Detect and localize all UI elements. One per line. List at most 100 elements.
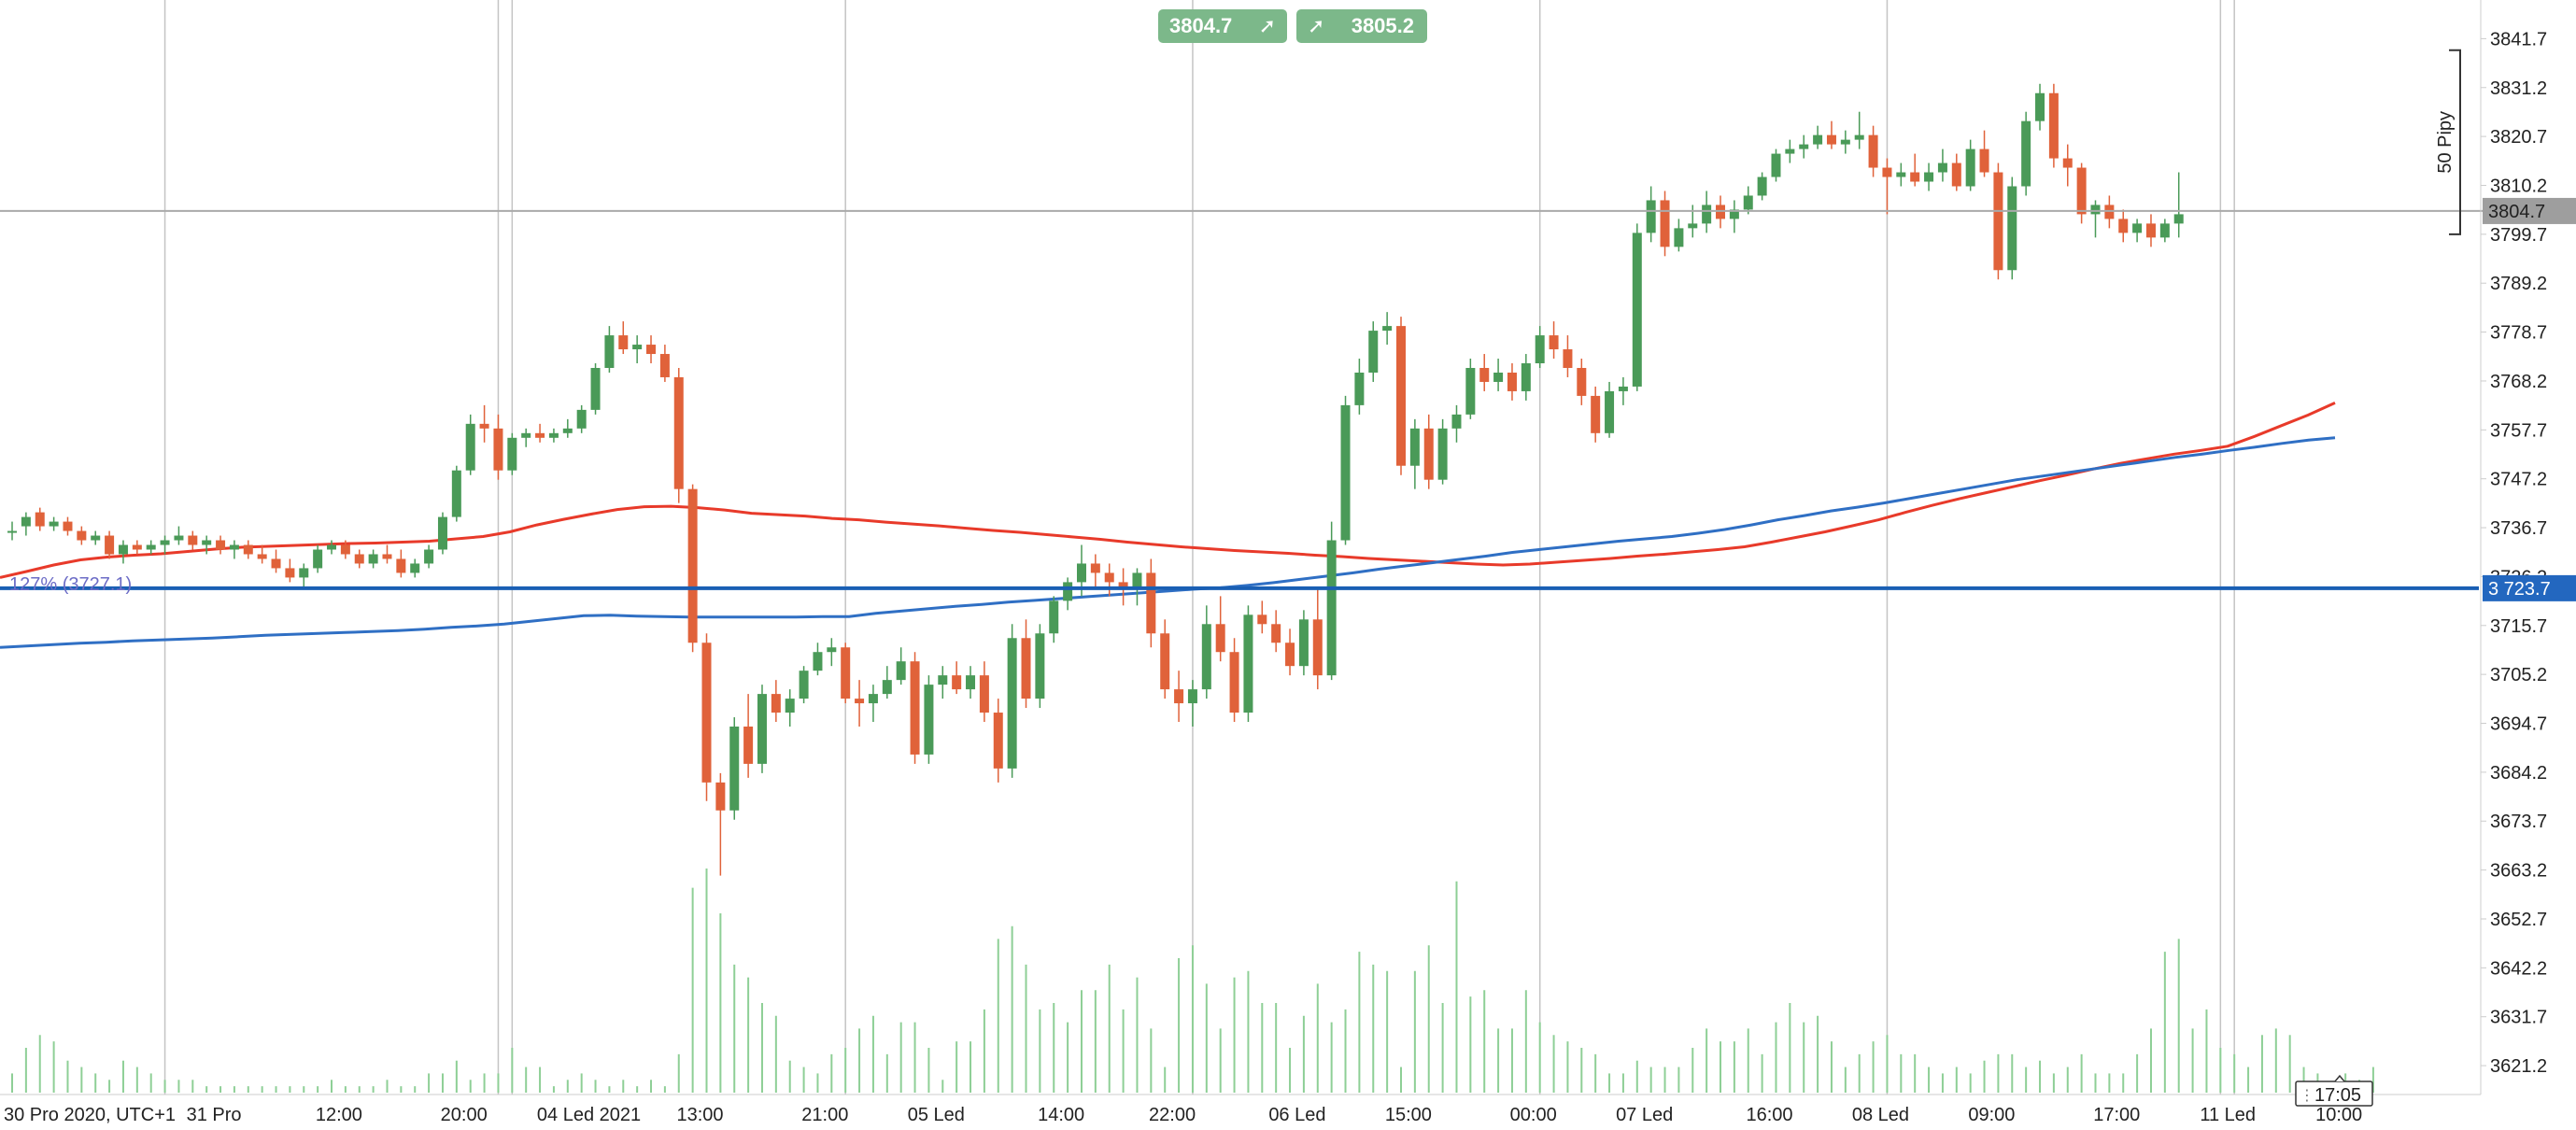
candle-body	[1090, 563, 1100, 573]
price-tick-label: 3820.7	[2490, 127, 2547, 148]
candle-body	[2173, 214, 2184, 224]
price-tick-label: 3663.2	[2490, 861, 2547, 882]
candle-body	[1035, 633, 1045, 699]
candle-body	[1340, 404, 1351, 541]
north-east-arrow-icon: ➚	[1308, 14, 1325, 37]
pip-measure-bracket[interactable]	[2449, 49, 2461, 235]
candle-body	[21, 516, 31, 527]
candlesticks	[7, 83, 2184, 876]
sell-price-button[interactable]: 3804.7 ➚	[1158, 9, 1287, 43]
candle-body	[49, 521, 59, 527]
time-tick-label: 22:00	[1149, 1105, 1196, 1125]
candle-body	[1674, 228, 1684, 247]
timezone-label: 30 Pro 2020, UTC+1	[4, 1105, 176, 1125]
time-tick-label: 07 Led	[1616, 1105, 1673, 1125]
candle-body	[507, 437, 517, 471]
north-east-arrow-icon: ➚	[1258, 14, 1276, 37]
price-tick-label: 3757.7	[2490, 420, 2547, 441]
candle-body	[216, 540, 226, 550]
time-tick-label: 16:00	[1746, 1105, 1792, 1125]
candle-body	[2118, 219, 2129, 233]
candle-body	[1271, 624, 1281, 643]
candle-body	[1451, 414, 1462, 429]
moving-averages	[0, 402, 2336, 649]
candle-body	[1118, 582, 1128, 587]
candle-body	[1785, 148, 1795, 154]
candle-body	[1063, 582, 1073, 601]
pip-measure-label: 50 Pipy	[2435, 111, 2456, 174]
candle-body	[590, 367, 601, 410]
candle-body	[327, 544, 337, 550]
price-tick-label: 3831.2	[2490, 78, 2547, 99]
candle-body	[952, 675, 962, 690]
candle-body	[243, 544, 253, 555]
candle-body	[174, 535, 184, 541]
candle-body	[424, 549, 434, 564]
candle-body	[1882, 167, 1892, 177]
price-tick-label: 3621.2	[2490, 1056, 2547, 1077]
horizontal-level-badge-label: 3 723.7	[2488, 579, 2551, 600]
ma-red-line	[0, 402, 2336, 579]
candle-body	[1771, 153, 1781, 177]
candle-body	[299, 568, 309, 578]
candle-body	[743, 727, 754, 764]
candle-body	[618, 335, 629, 350]
candle-body	[1854, 134, 1864, 140]
buy-price-button[interactable]: ➚ 3805.2	[1296, 9, 1427, 43]
time-tick-label: 15:00	[1385, 1105, 1432, 1125]
time-tick-label: 05 Led	[908, 1105, 965, 1125]
candle-body	[1076, 563, 1086, 583]
candle-body	[313, 549, 323, 569]
candle-body	[118, 544, 128, 555]
candle-body	[521, 432, 531, 438]
price-tick-label: 3631.7	[2490, 1008, 2547, 1028]
candle-body	[1563, 349, 1573, 368]
buy-price-label: 3805.2	[1351, 14, 1414, 37]
fib-level-label: 127% (3727.1)	[9, 574, 132, 595]
candle-body	[1688, 223, 1698, 229]
candle-body	[855, 699, 865, 704]
candle-body	[562, 428, 573, 433]
price-tick-label: 3673.7	[2490, 812, 2547, 832]
candle-body	[1437, 428, 1448, 480]
candle-body	[188, 535, 198, 545]
time-tick-label: 14:00	[1038, 1105, 1084, 1125]
candle-body	[1146, 572, 1156, 634]
candle-body	[1632, 233, 1642, 387]
candle-body	[1049, 600, 1059, 634]
time-tick-label: 13:00	[676, 1105, 723, 1125]
candle-body	[604, 335, 615, 368]
price-axis[interactable]: 3841.7 3831.2 3820.7 3810.2 3799.7 3789.2 3778…	[2481, 29, 2547, 1077]
candle-body	[896, 661, 906, 681]
price-tick-label: 3736.7	[2490, 518, 2547, 539]
candle-body	[2076, 167, 2087, 215]
candle-body	[493, 428, 503, 471]
candle-body	[1951, 162, 1961, 187]
candle-body	[2159, 223, 2170, 238]
candle-body	[1423, 428, 1434, 480]
candle-body	[535, 432, 545, 438]
candle-body	[1826, 134, 1836, 145]
time-tick-label: 21:00	[801, 1105, 848, 1125]
candle-body	[938, 675, 948, 685]
candle-body	[410, 563, 420, 573]
candle-body	[1298, 619, 1309, 667]
candle-body	[868, 694, 878, 704]
candle-body	[673, 376, 684, 489]
time-badge: ⋮ 17:05	[2295, 1074, 2373, 1107]
candle-body	[465, 423, 475, 471]
time-axis[interactable]: 30 Pro 2020, UTC+1 31 Pro 12:00 20:00 04 Le…	[4, 1105, 2362, 1125]
candle-body	[979, 675, 989, 713]
candle-body	[799, 671, 809, 699]
candle-body	[1813, 134, 1823, 145]
price-tick-label: 3841.7	[2490, 29, 2547, 49]
candle-body	[1965, 148, 1975, 187]
candle-body	[2145, 223, 2156, 238]
candle-body	[993, 713, 1003, 769]
candle-body	[35, 512, 45, 527]
price-tick-label: 3705.2	[2490, 665, 2547, 685]
current-price-badge	[2483, 197, 2576, 224]
candle-body	[132, 544, 142, 550]
time-tick-label: 04 Led 2021	[537, 1105, 641, 1125]
